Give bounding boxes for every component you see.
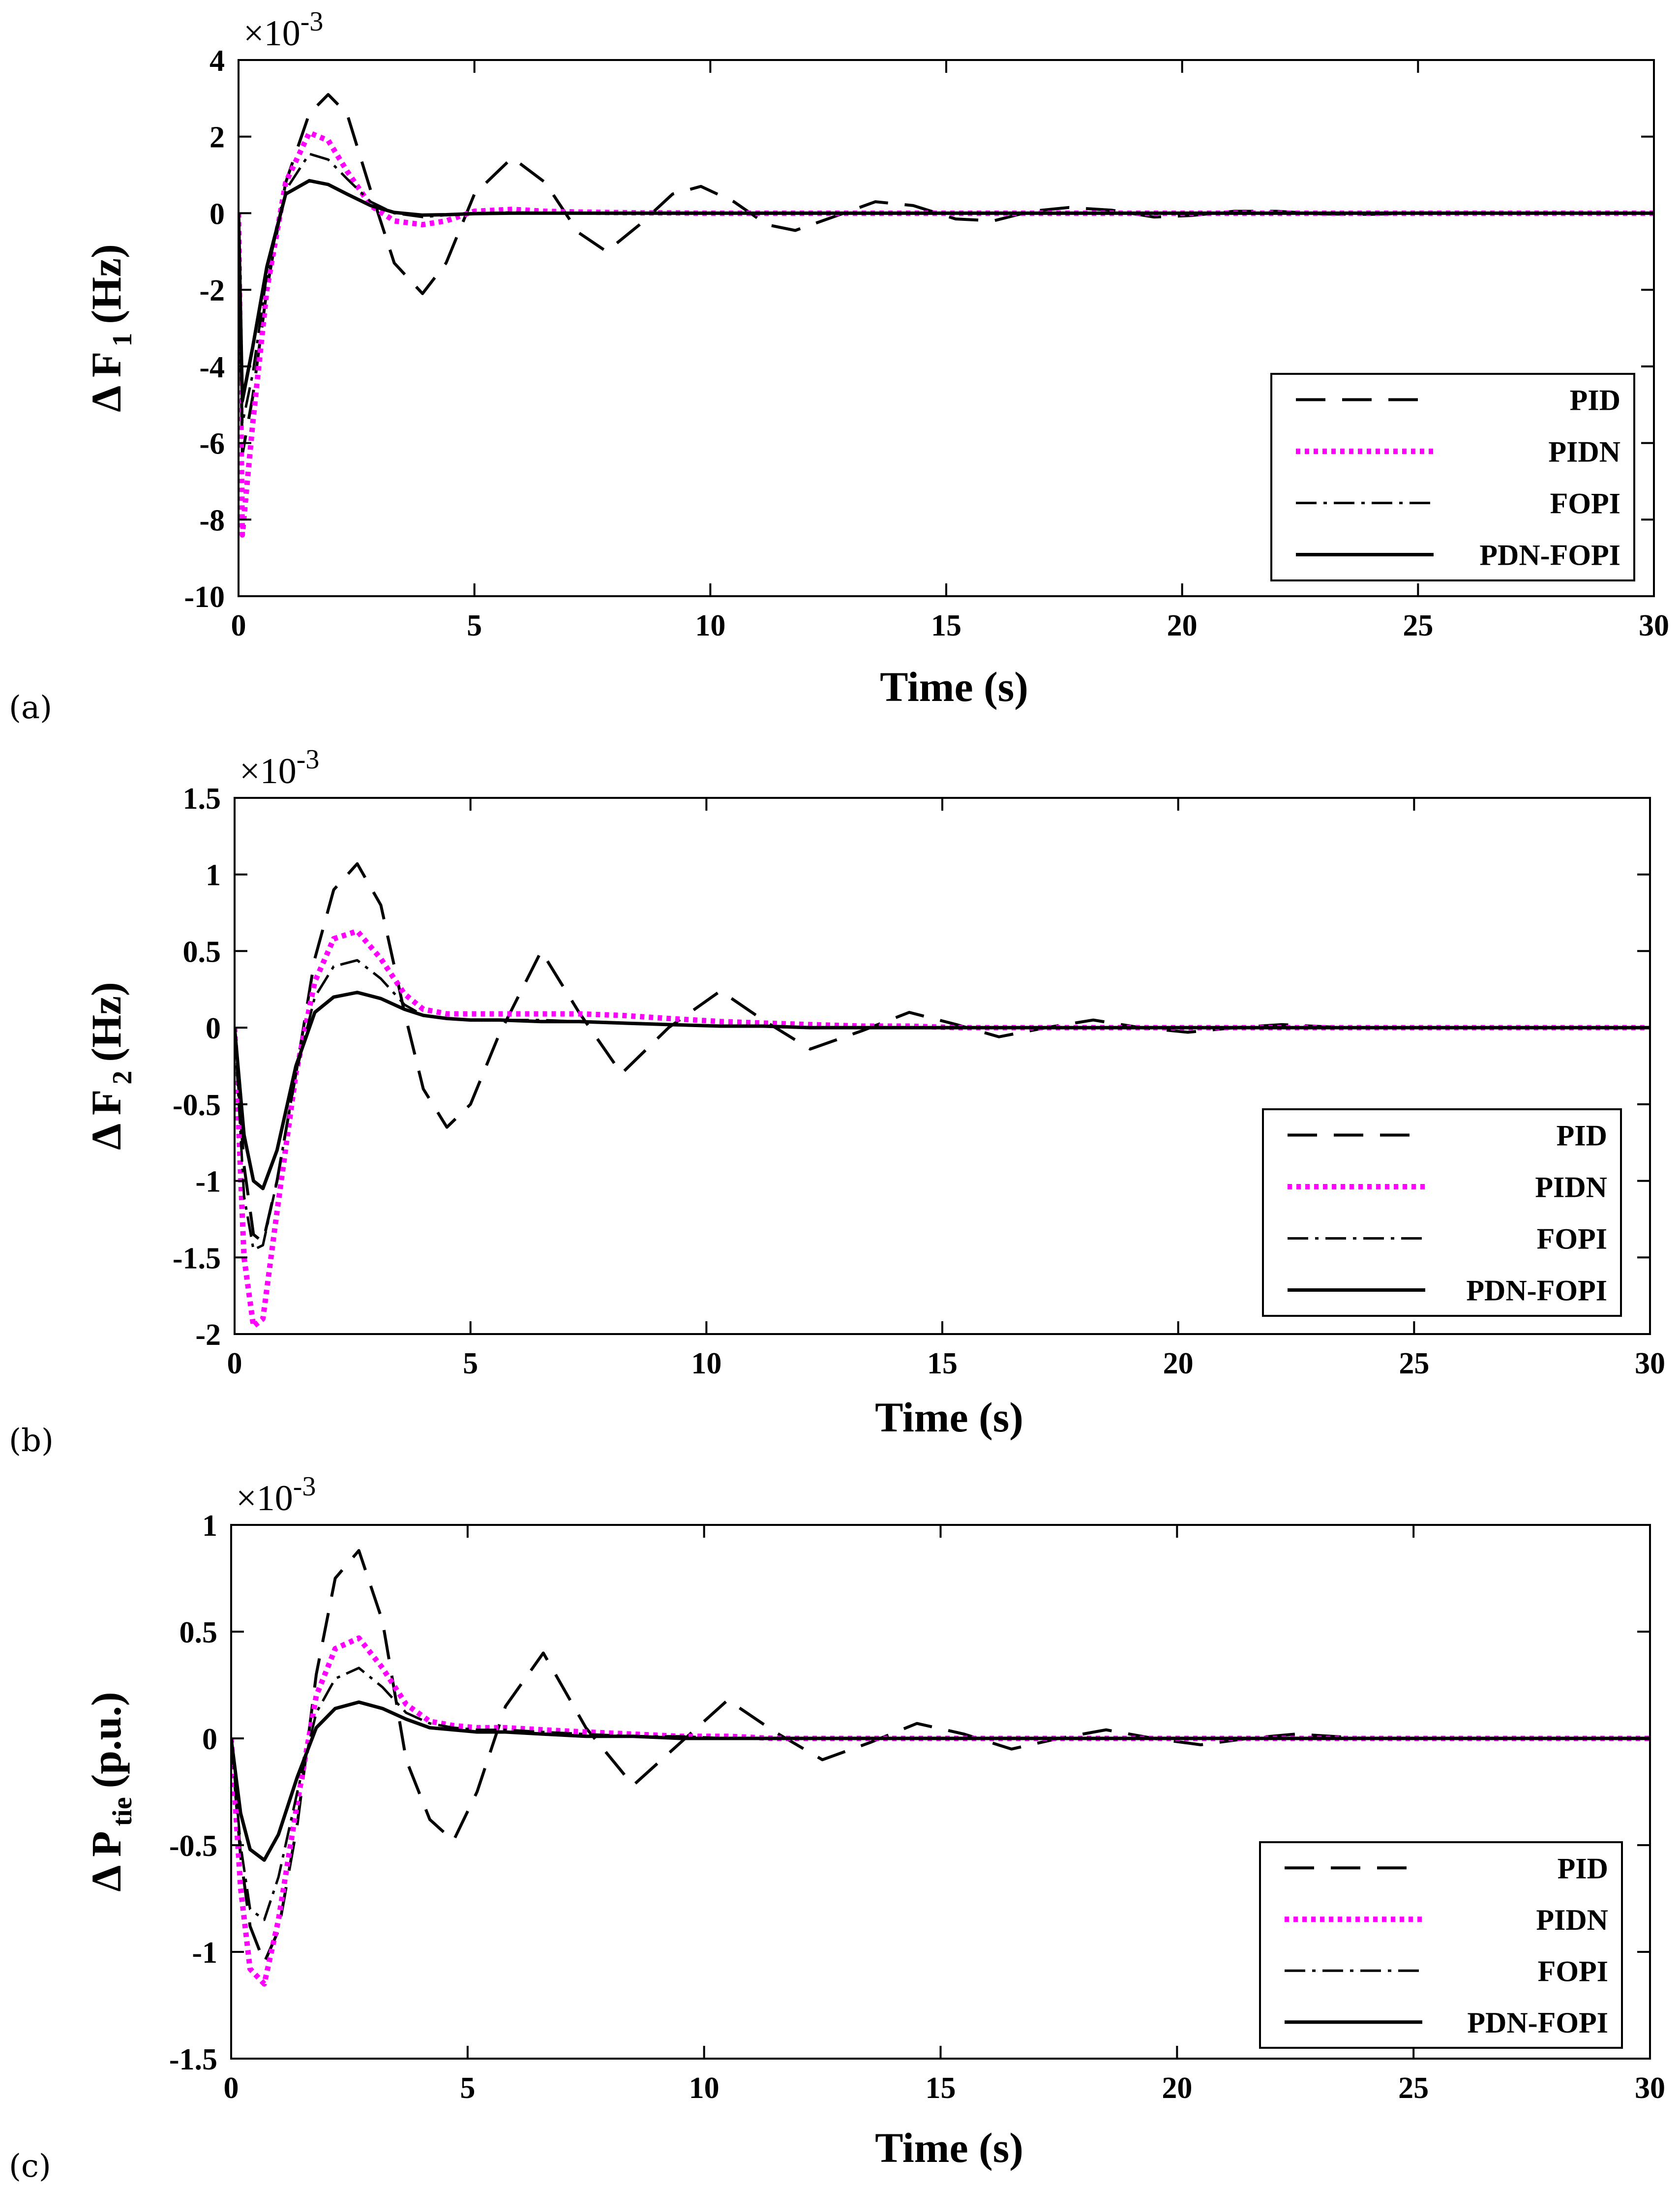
x-tick-label: 0 [227, 1347, 242, 1380]
x-tick-label: 20 [1163, 1347, 1194, 1380]
legend-label-pdn-fopi: PDN-FOPI [1467, 2006, 1608, 2039]
chart-panel-3: 0 5 10 15 20 25 30 1 0.5 0 -0.5 -1 -1.5 ×10-3 Δ Ptie(p… [9, 1471, 1665, 2185]
x-tick-label: 15 [926, 2071, 956, 2105]
y-tick-label: -0.5 [169, 1829, 217, 1863]
legend-label-pidn: PIDN [1536, 1904, 1608, 1936]
y-tick-label: 0 [210, 197, 225, 231]
series-line-pid [239, 93, 1654, 456]
legend-box [1270, 373, 1635, 581]
x-tick-label: 25 [1403, 609, 1433, 642]
y-tick-label: -6 [199, 427, 225, 461]
x-tick-label: 10 [691, 1347, 721, 1380]
y-tick-label: -1.5 [173, 1242, 221, 1275]
legend-box [1259, 1841, 1623, 2049]
y-tick-label: -4 [199, 351, 225, 384]
legend-label-pid: PID [1558, 1852, 1608, 1884]
x-axis-label: Time (s) [880, 663, 1028, 710]
legend-label-fopi: FOPI [1538, 1955, 1608, 1987]
y-tick-label: 2 [210, 121, 225, 154]
series-line-pid [231, 1549, 1650, 1964]
y-tick-label: 0 [202, 1723, 217, 1756]
y-tick-label: 0.5 [183, 935, 221, 969]
panel-label: (b) [9, 1423, 54, 1459]
x-axis-label: Time (s) [875, 2124, 1023, 2171]
x-tick-label: 30 [1639, 609, 1669, 642]
x-tick-label: 25 [1398, 2071, 1429, 2105]
y-tick-label: -1 [195, 1165, 221, 1199]
legend-label-pid: PID [1570, 384, 1620, 417]
panel-label: (a) [9, 690, 52, 726]
y-tick-label: 1 [206, 859, 221, 892]
legend-box [1262, 1108, 1622, 1317]
x-tick-label: 10 [689, 2071, 720, 2105]
x-tick-label: 30 [1635, 2071, 1665, 2105]
y-tick-label: 1.5 [183, 782, 221, 816]
axis-exponent: ×10-3 [243, 6, 323, 54]
chart-panel-2: 0 5 10 15 20 25 30 1.5 1 0.5 0 -0.5 -1 -1.5 -2 ×10-3 Δ F… [9, 744, 1665, 1459]
y-tick-label: -8 [199, 504, 225, 537]
axis-exponent: ×10-3 [240, 744, 319, 791]
axis-exponent: ×10-3 [236, 1471, 316, 1519]
legend-label-pdn-fopi: PDN-FOPI [1479, 539, 1620, 572]
series-line-pid [235, 862, 1650, 1244]
panel-label: (c) [9, 2148, 51, 2185]
series-line-pdn-fopi [231, 1700, 1650, 1862]
x-tick-label: 5 [467, 609, 482, 642]
y-tick-label: 4 [210, 44, 225, 78]
legend-label-pid: PID [1557, 1120, 1607, 1152]
legend-label-fopi: FOPI [1537, 1223, 1607, 1255]
x-tick-label: 0 [224, 2071, 239, 2105]
y-tick-label: 0.5 [180, 1616, 218, 1649]
series-line-pdn-fopi [235, 991, 1650, 1190]
series-line-pdn-fopi [239, 179, 1654, 403]
x-tick-label: 0 [231, 609, 246, 642]
x-tick-label: 25 [1399, 1347, 1429, 1380]
y-tick-label: -2 [195, 1318, 221, 1352]
y-axis-label: Δ F1(Hz) [83, 244, 138, 412]
y-tick-label: -1.5 [169, 2043, 217, 2076]
x-tick-label: 10 [695, 609, 725, 642]
legend: PID PIDN FOPI PDN-FOPI [1259, 1841, 1623, 2049]
legend: PID PIDN FOPI PDN-FOPI [1270, 373, 1635, 581]
x-tick-label: 30 [1635, 1347, 1665, 1380]
y-axis-label: Δ F2(Hz) [83, 982, 138, 1150]
legend: PID PIDN FOPI PDN-FOPI [1262, 1108, 1622, 1317]
x-tick-label: 15 [927, 1347, 958, 1380]
x-tick-label: 15 [931, 609, 961, 642]
legend-label-pidn: PIDN [1535, 1171, 1607, 1204]
legend-label-fopi: FOPI [1550, 487, 1620, 520]
y-tick-label: -1 [192, 1936, 217, 1970]
legend-label-pidn: PIDN [1548, 436, 1620, 468]
y-tick-label: -2 [199, 274, 225, 307]
x-tick-label: 20 [1167, 609, 1198, 642]
legend-label-pdn-fopi: PDN-FOPI [1466, 1275, 1607, 1307]
y-tick-label: -10 [184, 580, 225, 614]
x-axis-label: Time (s) [875, 1394, 1023, 1441]
y-tick-label: 1 [202, 1509, 217, 1543]
y-tick-label: -0.5 [173, 1089, 221, 1122]
y-axis-label: Δ Ptie(p.u.) [83, 1692, 138, 1891]
y-tick-label: 0 [206, 1012, 221, 1045]
x-tick-label: 5 [460, 2071, 475, 2105]
x-tick-label: 20 [1162, 2071, 1192, 2105]
x-tick-label: 5 [463, 1347, 478, 1380]
